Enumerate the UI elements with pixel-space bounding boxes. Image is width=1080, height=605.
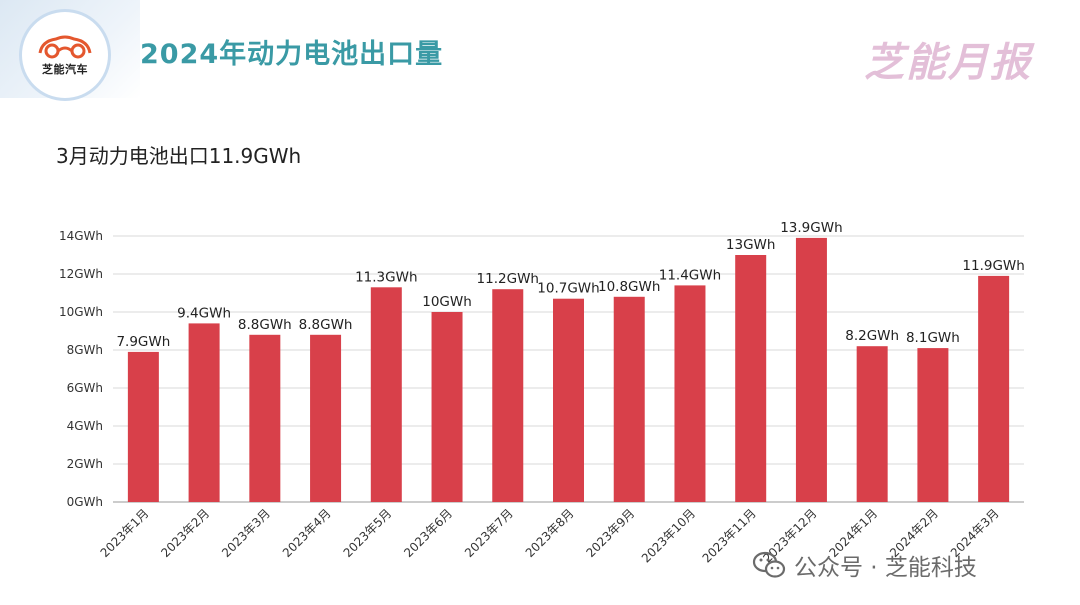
x-tick-label: 2023年10月 bbox=[639, 506, 698, 565]
data-label: 11.4GWh bbox=[659, 267, 721, 283]
bar bbox=[188, 323, 220, 502]
y-tick-label: 0GWh bbox=[67, 495, 103, 509]
x-tick-label: 2023年11月 bbox=[700, 506, 759, 565]
page-title: 2024年动力电池出口量 bbox=[140, 39, 444, 70]
data-label: 10.8GWh bbox=[598, 279, 660, 295]
y-tick-label: 10GWh bbox=[59, 305, 103, 319]
logo: 芝能汽车 bbox=[22, 12, 108, 98]
bar bbox=[674, 285, 706, 502]
bar bbox=[856, 346, 888, 502]
bar bbox=[917, 348, 949, 502]
label-layer: 7.9GWh 9.4GWh 8.8GWh 8.8GWh 11.3GWh 10GWh 11.2… bbox=[116, 220, 1024, 350]
bar bbox=[492, 289, 524, 502]
y-tick-label: 2GWh bbox=[67, 457, 103, 471]
x-tick-label: 2023年3月 bbox=[219, 506, 273, 560]
x-tick-label: 2023年9月 bbox=[583, 506, 637, 560]
x-tick-label: 2023年7月 bbox=[462, 506, 516, 560]
car-logo-icon bbox=[38, 35, 92, 59]
bar bbox=[431, 312, 463, 502]
bar bbox=[370, 287, 402, 502]
bar bbox=[613, 296, 645, 502]
watermark-text: 公众号 · 芝能科技 bbox=[794, 555, 977, 581]
bar bbox=[735, 255, 767, 502]
bar-layer bbox=[127, 237, 1010, 502]
x-tick-label: 2023年2月 bbox=[158, 506, 212, 560]
y-tick-label: 4GWh bbox=[67, 419, 103, 433]
y-tick-label: 12GWh bbox=[59, 267, 103, 281]
data-label: 7.9GWh bbox=[116, 334, 170, 350]
data-label: 9.4GWh bbox=[177, 305, 231, 321]
data-label: 11.3GWh bbox=[355, 269, 417, 285]
watermark: 公众号 · 芝能科技 bbox=[752, 548, 977, 582]
wechat-icon bbox=[752, 551, 786, 578]
data-label: 11.9GWh bbox=[962, 258, 1024, 274]
bar bbox=[127, 351, 159, 502]
x-tick-label: 2023年5月 bbox=[341, 506, 395, 560]
data-label: 8.8GWh bbox=[238, 317, 292, 333]
brand-mark: 芝能月报 bbox=[864, 40, 1032, 86]
data-label: 8.2GWh bbox=[845, 328, 899, 344]
x-tick-label: 2023年1月 bbox=[98, 506, 152, 560]
bar bbox=[978, 275, 1010, 502]
data-label: 10GWh bbox=[422, 294, 472, 310]
bar bbox=[795, 237, 827, 502]
bar bbox=[249, 334, 281, 502]
data-label: 13GWh bbox=[726, 237, 776, 253]
data-label: 11.2GWh bbox=[477, 271, 539, 287]
bar bbox=[553, 298, 584, 502]
data-label: 8.8GWh bbox=[299, 317, 353, 333]
data-label: 10.7GWh bbox=[537, 281, 599, 297]
bar bbox=[310, 334, 342, 502]
data-label: 8.1GWh bbox=[906, 330, 960, 346]
x-tick-label: 2023年8月 bbox=[523, 506, 577, 560]
chart-subtitle: 3月动力电池出口11.9GWh bbox=[56, 144, 302, 168]
x-tick-label: 2023年6月 bbox=[401, 506, 455, 560]
y-tick-label: 14GWh bbox=[59, 229, 103, 243]
data-label: 13.9GWh bbox=[780, 220, 842, 236]
logo-text: 芝能汽车 bbox=[42, 63, 88, 76]
y-tick-label: 8GWh bbox=[67, 343, 103, 357]
y-tick-label: 6GWh bbox=[67, 381, 103, 395]
x-tick-label: 2023年4月 bbox=[280, 506, 334, 560]
